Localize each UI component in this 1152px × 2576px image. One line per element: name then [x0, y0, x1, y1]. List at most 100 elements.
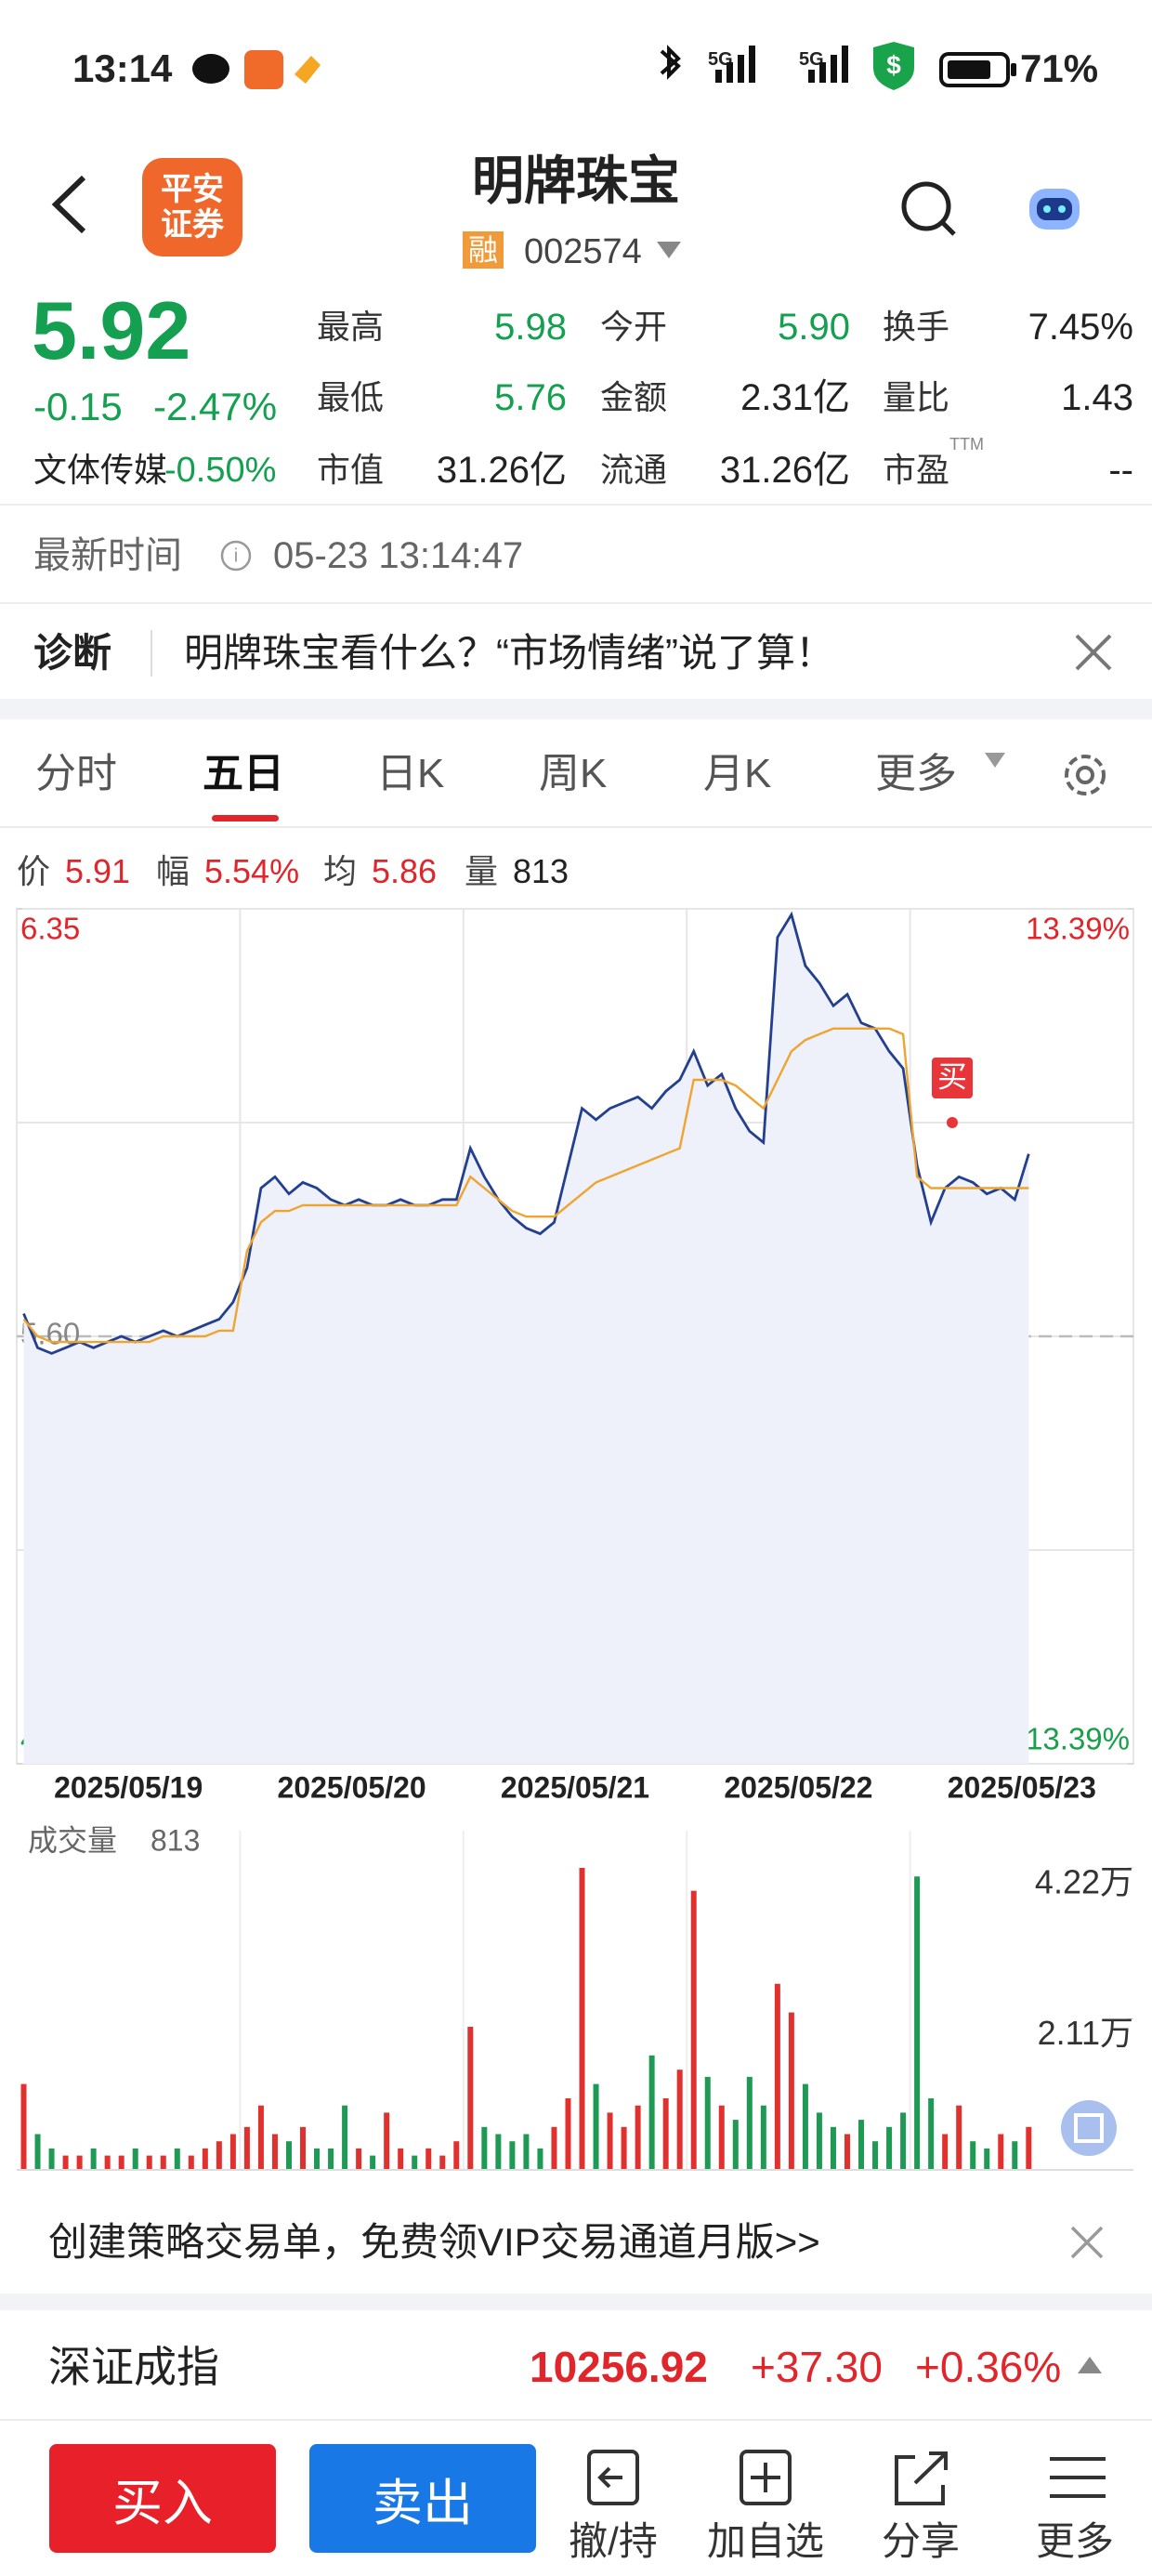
volume-bar — [635, 2105, 641, 2170]
volume-bar — [662, 2097, 669, 2170]
svg-text:i: i — [234, 545, 238, 566]
volume-tick-label: 2.11万 — [1038, 2014, 1133, 2052]
volume-bar — [942, 2134, 949, 2170]
volume-bar — [118, 2155, 124, 2170]
last-price: 5.92 — [32, 284, 191, 376]
volume-bar — [914, 1876, 921, 2170]
volume-bar — [886, 2126, 893, 2170]
stat-label: 量比 — [883, 378, 950, 416]
stat-label: 金额 — [600, 378, 668, 416]
volume-bar — [998, 2134, 1004, 2170]
tab[interactable]: 分时 — [35, 751, 117, 796]
banner-text[interactable]: 创建策略交易单，免费领VIP交易通道月版>> — [48, 2220, 820, 2264]
diagnosis-text[interactable]: 明牌珠宝看什么？“市场情绪”说了算！ — [184, 631, 834, 675]
volume-bar — [648, 2055, 655, 2170]
stock-code: 002574 — [524, 232, 642, 271]
stat-value: 31.26亿 — [719, 450, 850, 491]
volume-bar — [188, 2155, 194, 2170]
volume-bar — [398, 2148, 404, 2170]
info-label: 幅 — [156, 852, 190, 890]
svg-text:证券: 证券 — [161, 207, 225, 243]
volume-bar — [900, 2112, 907, 2170]
tab-underline — [212, 815, 279, 821]
volume-bar — [174, 2148, 180, 2170]
x-tick-label: 2025/05/22 — [724, 1770, 872, 1804]
stock-name: 明牌珠宝 — [472, 151, 680, 210]
dropdown-arrow[interactable] — [655, 240, 683, 262]
buy-button[interactable]: 买入 — [49, 2444, 276, 2553]
y2-tick-label: -13.39% — [1015, 1722, 1130, 1756]
battery-level: 71% — [1020, 46, 1099, 90]
tab[interactable]: 日K — [376, 751, 445, 796]
divider — [151, 630, 152, 677]
sell-button[interactable]: 卖出 — [309, 2444, 536, 2553]
volume-bar — [551, 2126, 557, 2170]
volume-bar — [593, 2083, 599, 2170]
tool-label[interactable]: 分享 — [881, 2519, 960, 2563]
stat-value: 1.43 — [1061, 377, 1133, 418]
chart: 4.855.606.35-13.39%13.39%2025/05/192025/… — [16, 908, 1134, 2171]
stat-value: 5.90 — [778, 307, 850, 348]
tab[interactable]: 更多 — [875, 751, 957, 796]
volume-bar — [20, 2083, 27, 2170]
tab[interactable]: 月K — [703, 751, 772, 796]
volume-bar — [565, 2097, 571, 2170]
volume-bar — [132, 2148, 138, 2170]
volume-bar — [146, 2155, 152, 2170]
volume-bar — [439, 2155, 446, 2170]
volume-bar — [830, 2126, 836, 2170]
volume-title: 成交量 — [28, 1823, 117, 1857]
y-tick-label: 6.35 — [20, 912, 80, 946]
stat-label: 市盈 — [883, 451, 950, 489]
info-value: 5.54% — [204, 852, 300, 890]
volume-bar — [746, 2076, 753, 2170]
tool-label[interactable]: 撤/持 — [569, 2519, 658, 2563]
volume-bar — [858, 2120, 865, 2170]
volume-bar — [802, 2083, 808, 2170]
volume-bar — [732, 2120, 739, 2170]
volume-bar — [1026, 2126, 1032, 2170]
stat-value: 5.76 — [494, 377, 567, 418]
index-name[interactable]: 深证成指 — [48, 2343, 219, 2391]
price-change: -0.15 — [33, 385, 123, 428]
tool-label[interactable]: 加自选 — [706, 2519, 824, 2563]
settings-button[interactable] — [1059, 749, 1111, 801]
sector-change: -0.50% — [164, 451, 277, 490]
volume-bar — [328, 2148, 334, 2170]
volume-bar — [243, 2126, 250, 2170]
volume-bar — [356, 2148, 362, 2170]
volume-bar — [579, 1868, 585, 2170]
volume-bar — [467, 2026, 474, 2170]
stat-value: 2.31亿 — [740, 377, 850, 418]
info-icon[interactable]: i — [219, 539, 253, 572]
back-button[interactable] — [46, 172, 93, 237]
volume-bar — [48, 2148, 55, 2170]
index-value: 10256.92 — [530, 2343, 708, 2391]
volume-bar — [774, 1983, 780, 2170]
volume-bar — [676, 2070, 683, 2170]
tab[interactable]: 周K — [539, 751, 608, 796]
net-label: 5G — [799, 49, 824, 70]
volume-bar — [202, 2148, 208, 2170]
close-button[interactable] — [1073, 632, 1114, 673]
stat-label: 最低 — [317, 378, 385, 416]
status-icons — [192, 50, 321, 89]
x-tick-label: 2025/05/21 — [501, 1770, 649, 1804]
index-change-pct: +0.36% — [915, 2343, 1062, 2391]
volume-subtitle: 813 — [151, 1823, 200, 1857]
diagnosis-label: 诊断 — [33, 631, 112, 675]
tab-arrow[interactable] — [985, 751, 1005, 769]
volume-bar — [788, 2012, 794, 2170]
volume-bar — [481, 2126, 488, 2170]
volume-bar — [1012, 2141, 1018, 2170]
search-button[interactable] — [897, 177, 962, 242]
close-button[interactable] — [1068, 2224, 1106, 2261]
price-change-pct: -2.47% — [153, 385, 278, 428]
tab[interactable]: 五日 — [203, 751, 284, 796]
tool-icons — [587, 2450, 1106, 2505]
assistant-button[interactable] — [1022, 181, 1087, 237]
tool-label[interactable]: 更多 — [1035, 2519, 1114, 2563]
zoom-button[interactable] — [1061, 2100, 1117, 2156]
expand-arrow[interactable] — [1078, 2355, 1102, 2375]
